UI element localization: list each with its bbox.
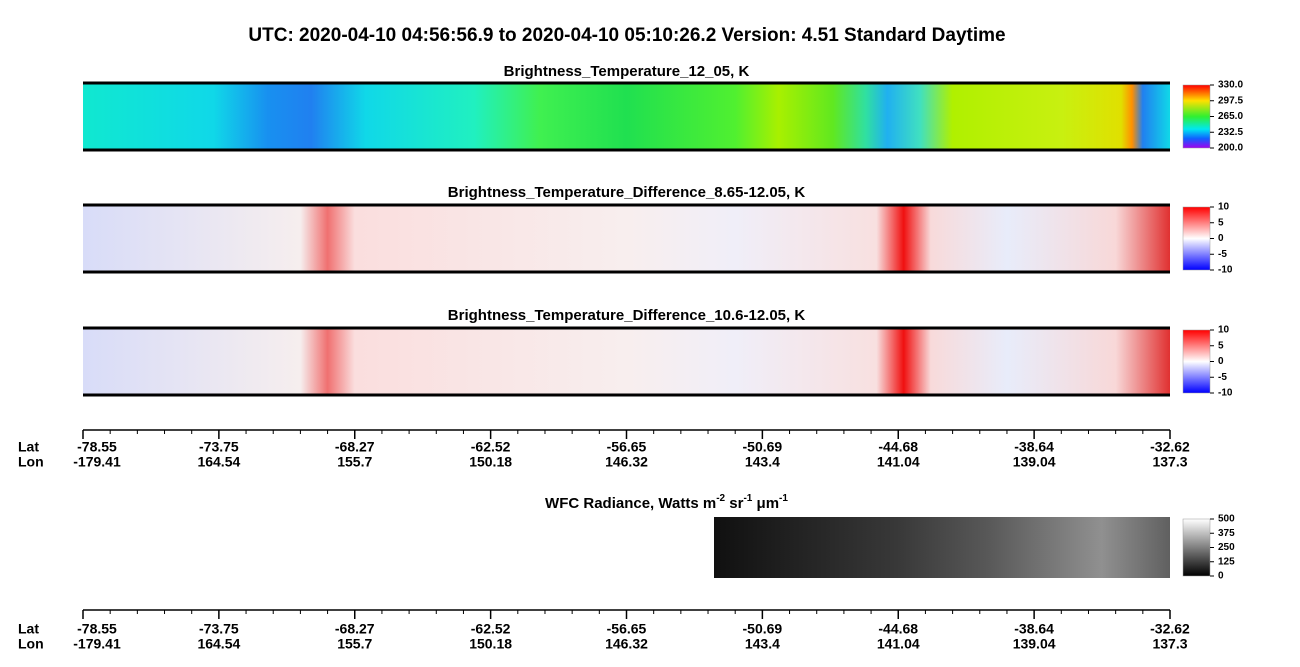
title-part: μm (752, 495, 779, 512)
axis-label: Lon (18, 636, 44, 652)
lon-tick-label: -179.41 (73, 454, 121, 470)
colorbar-tick-label: 232.5 (1218, 127, 1243, 138)
colorbar (1182, 206, 1211, 271)
image-strip (83, 205, 1170, 272)
lon-tick-label: 143.4 (745, 636, 780, 652)
lon-tick-label: 146.32 (605, 636, 648, 652)
title-part: -1 (779, 493, 788, 504)
colorbar-tick-label: 250 (1218, 542, 1235, 553)
panel-title: Brightness_Temperature_Difference_8.65-1… (448, 184, 806, 201)
image-strip (714, 517, 1170, 578)
colorbar-tick-label: -10 (1218, 265, 1233, 276)
panel-title: WFC Radiance, Watts m-2 sr-1 μm-1 (545, 493, 788, 512)
panel-title: Brightness_Temperature_12_05, K (504, 63, 750, 80)
lat-tick-label: -78.55 (77, 621, 117, 637)
lon-tick-label: 143.4 (745, 454, 780, 470)
lon-tick-label: 146.32 (605, 454, 648, 470)
colorbar-tick-label: 375 (1218, 528, 1235, 539)
lon-tick-label: 141.04 (877, 636, 920, 652)
lon-tick-label: 164.54 (197, 636, 240, 652)
image-strip (83, 83, 1170, 150)
panel-title: Brightness_Temperature_Difference_10.6-1… (448, 307, 806, 324)
colorbar-tick-label: 297.5 (1218, 95, 1243, 106)
lon-tick-label: 155.7 (337, 636, 372, 652)
lat-tick-label: -50.69 (743, 621, 783, 637)
colorbar (1182, 518, 1211, 577)
colorbar-tick-label: 10 (1218, 202, 1230, 213)
lon-tick-label: 164.54 (197, 454, 240, 470)
title-part: -2 (716, 493, 725, 504)
colorbar-tick-label: -10 (1218, 388, 1233, 399)
lat-tick-label: -73.75 (199, 439, 239, 455)
lat-tick-label: -68.27 (335, 621, 375, 637)
image-strip (83, 328, 1170, 395)
colorbar-tick-label: 125 (1218, 556, 1235, 567)
lat-tick-label: -73.75 (199, 621, 239, 637)
lat-tick-label: -56.65 (607, 621, 647, 637)
colorbar-tick-label: 500 (1218, 514, 1235, 525)
colorbar-tick-label: 5 (1218, 217, 1224, 228)
lat-tick-label: -62.52 (471, 621, 511, 637)
colorbar-tick-label: -5 (1218, 249, 1227, 260)
colorbar-tick-label: 330.0 (1218, 80, 1243, 91)
colorbar-tick-label: 5 (1218, 340, 1224, 351)
lon-tick-label: 139.04 (1013, 454, 1056, 470)
colorbar-tick-label: 0 (1218, 571, 1224, 582)
title-part: WFC Radiance, Watts m (545, 495, 716, 512)
lat-tick-label: -32.62 (1150, 439, 1190, 455)
lon-tick-label: 150.18 (469, 454, 512, 470)
lat-tick-label: -78.55 (77, 439, 117, 455)
lat-tick-label: -32.62 (1150, 621, 1190, 637)
lat-tick-label: -44.68 (878, 621, 918, 637)
colorbar (1182, 84, 1211, 149)
axis-label: Lon (18, 454, 44, 470)
lat-tick-label: -38.64 (1014, 621, 1054, 637)
lat-tick-label: -56.65 (607, 439, 647, 455)
lon-tick-label: 155.7 (337, 454, 372, 470)
axis-label: Lat (18, 439, 39, 455)
colorbar-tick-label: 265.0 (1218, 111, 1243, 122)
lon-tick-label: 141.04 (877, 454, 920, 470)
lon-tick-label: 137.3 (1152, 454, 1187, 470)
lat-tick-label: -62.52 (471, 439, 511, 455)
lat-tick-label: -44.68 (878, 439, 918, 455)
colorbar-tick-label: -5 (1218, 372, 1227, 383)
lat-tick-label: -68.27 (335, 439, 375, 455)
colorbar (1182, 329, 1211, 394)
lon-tick-label: 139.04 (1013, 636, 1056, 652)
colorbar-tick-label: 200.0 (1218, 143, 1243, 154)
colorbar-tick-label: 0 (1218, 356, 1224, 367)
title-part: sr (725, 495, 744, 512)
lat-tick-label: -38.64 (1014, 439, 1054, 455)
title-part: -1 (743, 493, 752, 504)
colorbar-tick-label: 10 (1218, 325, 1230, 336)
axis-label: Lat (18, 621, 39, 637)
colorbar-tick-label: 0 (1218, 233, 1224, 244)
lon-tick-label: 150.18 (469, 636, 512, 652)
page-title: UTC: 2020-04-10 04:56:56.9 to 2020-04-10… (248, 25, 1005, 46)
lon-tick-label: -179.41 (73, 636, 121, 652)
lat-tick-label: -50.69 (743, 439, 783, 455)
lon-tick-label: 137.3 (1152, 636, 1187, 652)
